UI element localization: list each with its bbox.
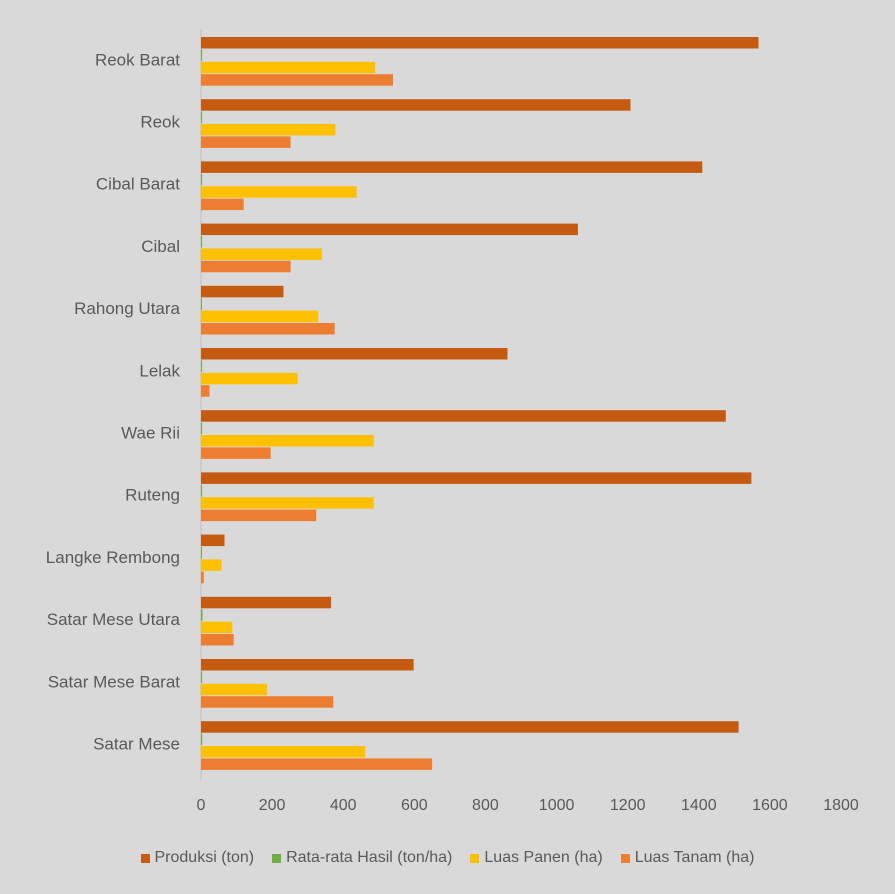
x-tick-label-1200: 1200 [610, 797, 646, 814]
bar-luas-panen-ha-satar-mese-utara [201, 621, 233, 634]
legend-label-produksi: Produksi (ton) [154, 849, 255, 866]
legend-swatch-produksi [140, 853, 150, 863]
category-label-langke-rembong: Langke Rembong [46, 548, 180, 567]
bar-rata-rata-hasil-ton-ha-reok [201, 111, 203, 124]
bar-rata-rata-hasil-ton-ha-reok-barat [201, 49, 203, 61]
x-tick-label-0: 0 [197, 797, 206, 814]
bar-luas-tanam-ha-satar-mese-utara [201, 634, 234, 646]
bar-rata-rata-hasil-ton-ha-cibal [201, 236, 203, 248]
bar-rata-rata-hasil-ton-ha-lelak [201, 360, 203, 372]
bar-luas-tanam-ha-lelak [201, 385, 210, 397]
category-label-reok-barat: Reok Barat [95, 50, 180, 69]
bar-luas-panen-ha-satar-mese [201, 746, 366, 758]
legend-swatch-luas-tanam [620, 853, 630, 863]
legend-label-rata-rata-hasil: Rata-rata Hasil (ton/ha) [286, 849, 453, 866]
bar-luas-panen-ha-cibal [201, 248, 322, 260]
bar-luas-panen-ha-reok-barat [201, 61, 376, 74]
x-tick-label-600: 600 [401, 797, 428, 814]
bar-produksi-ton-cibal-barat [201, 161, 703, 173]
bar-produksi-ton-reok-barat [201, 37, 759, 49]
bar-luas-panen-ha-langke-rembong [201, 559, 222, 571]
bar-produksi-ton-reok [201, 99, 631, 111]
category-label-lelak: Lelak [139, 361, 180, 380]
x-tick-label-200: 200 [259, 797, 286, 814]
category-label-rahong-utara: Rahong Utara [74, 299, 180, 318]
bar-rata-rata-hasil-ton-ha-satar-mese-barat [201, 671, 203, 683]
bar-luas-tanam-ha-satar-mese [201, 758, 433, 770]
bar-luas-tanam-ha-reok-barat [201, 74, 393, 86]
bar-rata-rata-hasil-ton-ha-langke-rembong [201, 547, 202, 559]
category-label-ruteng: Ruteng [125, 486, 180, 505]
bar-produksi-ton-langke-rembong [201, 534, 225, 547]
legend: Produksi (ton) Rata-rata Hasil (ton/ha) … [0, 846, 895, 870]
bar-produksi-ton-rahong-utara [201, 285, 284, 298]
bar-luas-tanam-ha-reok [201, 136, 291, 148]
category-label-cibal-barat: Cibal Barat [96, 175, 180, 194]
bar-luas-tanam-ha-cibal [201, 260, 291, 273]
bar-rata-rata-hasil-ton-ha-ruteng [201, 484, 203, 497]
bar-luas-panen-ha-wae-rii [201, 435, 374, 447]
legend-item-luas-tanam: Luas Tanam (ha) [620, 849, 755, 867]
bar-rata-rata-hasil-ton-ha-rahong-utara [201, 298, 202, 310]
bar-luas-panen-ha-lelak [201, 372, 298, 385]
bar-produksi-ton-wae-rii [201, 410, 726, 422]
bar-luas-tanam-ha-langke-rembong [201, 571, 204, 584]
legend-swatch-rata-rata-hasil [272, 853, 282, 863]
x-tick-label-1400: 1400 [681, 797, 717, 814]
bar-produksi-ton-satar-mese [201, 721, 739, 733]
category-label-wae-rii: Wae Rii [121, 423, 180, 442]
bar-luas-tanam-ha-satar-mese-barat [201, 696, 334, 708]
category-label-satar-mese: Satar Mese [93, 734, 180, 753]
bar-produksi-ton-cibal [201, 223, 578, 236]
bar-luas-panen-ha-satar-mese-barat [201, 683, 268, 696]
bar-luas-tanam-ha-ruteng [201, 509, 317, 522]
category-label-satar-mese-utara: Satar Mese Utara [47, 610, 181, 629]
bar-luas-panen-ha-rahong-utara [201, 310, 319, 323]
x-tick-label-400: 400 [330, 797, 357, 814]
bar-luas-panen-ha-reok [201, 124, 336, 136]
legend-label-luas-tanam: Luas Tanam (ha) [634, 849, 755, 866]
x-tick-label-1800: 1800 [823, 797, 859, 814]
category-label-cibal: Cibal [141, 237, 180, 256]
x-tick-label-1600: 1600 [752, 797, 788, 814]
x-tick-label-800: 800 [472, 797, 499, 814]
bar-luas-tanam-ha-rahong-utara [201, 323, 335, 335]
category-label-satar-mese-barat: Satar Mese Barat [48, 672, 181, 691]
bar-luas-panen-ha-ruteng [201, 497, 374, 509]
legend-item-luas-panen: Luas Panen (ha) [470, 849, 603, 867]
legend-swatch-luas-panen [470, 853, 480, 863]
x-tick-label-1000: 1000 [539, 797, 575, 814]
bar-rata-rata-hasil-ton-ha-satar-mese-utara [201, 609, 203, 621]
category-label-reok: Reok [140, 112, 180, 131]
bar-produksi-ton-lelak [201, 348, 508, 360]
legend-item-produksi: Produksi (ton) [140, 849, 255, 867]
bar-rata-rata-hasil-ton-ha-satar-mese [201, 733, 203, 746]
bar-produksi-ton-ruteng [201, 472, 752, 484]
legend-label-luas-panen: Luas Panen (ha) [484, 849, 603, 866]
bar-produksi-ton-satar-mese-utara [201, 596, 332, 609]
bar-rata-rata-hasil-ton-ha-wae-rii [201, 422, 203, 435]
bar-produksi-ton-satar-mese-barat [201, 659, 414, 671]
bar-luas-panen-ha-cibal-barat [201, 186, 357, 198]
bar-luas-tanam-ha-wae-rii [201, 447, 271, 459]
bar-rata-rata-hasil-ton-ha-cibal-barat [201, 173, 203, 186]
bar-luas-tanam-ha-cibal-barat [201, 198, 244, 211]
legend-item-rata-rata-hasil: Rata-rata Hasil (ton/ha) [272, 849, 452, 867]
